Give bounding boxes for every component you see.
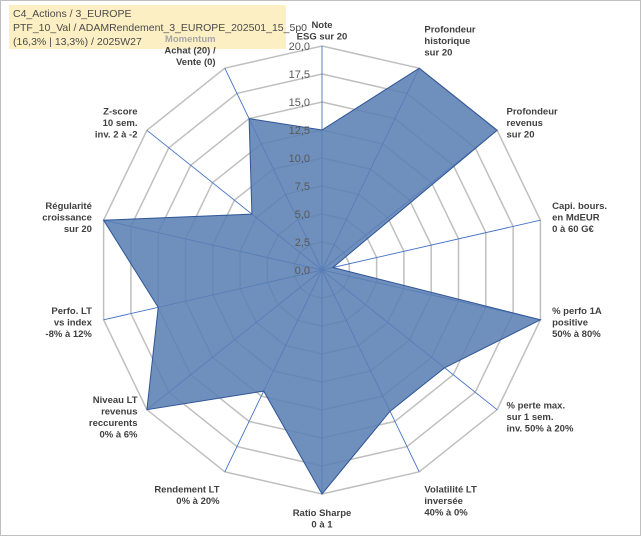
header-line-2: PTF_10_Val / ADAMRendement_3_EUROPE_2025… (13, 22, 307, 34)
axis-label: Momentum Achat (20) / Vente (0) (164, 34, 216, 68)
tick-label: 2,5 (295, 237, 310, 249)
axis-label: Capi. bours. en MdEUR 0 à 60 G€ (552, 201, 607, 235)
tick-label: 12,5 (289, 125, 310, 137)
tick-label: 0,0 (295, 265, 310, 277)
axis-label: Volatilité LT inversée 40% à 0% (424, 485, 477, 519)
axis-label: Profondeur revenus sur 20 (507, 106, 558, 140)
axis-label: Régularité croissance sur 20 (42, 201, 92, 235)
radar-series (102, 67, 542, 495)
axis-label: Niveau LT revenus reccurents 0% à 6% (89, 395, 138, 441)
axis-label: Perfo. LT vs index -8% à 12% (45, 306, 92, 340)
axis-spoke (321, 219, 541, 271)
axis-label: Z-score 10 sem. inv. 2 à -2 (95, 106, 138, 140)
axis-label: Note ESG sur 20 (297, 20, 348, 43)
tick-label: 20,0 (289, 41, 310, 53)
tick-label: 5,0 (295, 209, 310, 221)
header-line-1: C4_Actions / 3_EUROPE (13, 8, 132, 20)
axis-label: % perfo 1A positive 50% à 80% (552, 306, 602, 340)
tick-label: 10,0 (289, 153, 310, 165)
series-area (102, 67, 542, 495)
header-line-3: (16,3% | 13,3%) / 2025W27 (13, 36, 142, 48)
tick-label: 17,5 (289, 69, 310, 81)
radar-axis-labels: Note ESG sur 20 Profondeur historique sur 20… (42, 20, 607, 531)
tick-label: 7,5 (295, 181, 310, 193)
radar-ticks: 0,0 2,5 5,0 7,5 10,0 12,5 15,0 17,5 20,0 (289, 41, 310, 277)
tick-label: 15,0 (289, 97, 310, 109)
axis-label: Profondeur historique sur 20 (424, 24, 475, 58)
axis-label: % perte max. sur 1 sem. inv. 50% à 20% (507, 401, 574, 435)
axis-label: Ratio Sharpe 0 à 1 (293, 508, 352, 531)
axis-label: Rendement LT 0% à 20% (154, 485, 220, 508)
chart-header: C4_Actions / 3_EUROPE PTF_10_Val / ADAMR… (9, 5, 307, 49)
